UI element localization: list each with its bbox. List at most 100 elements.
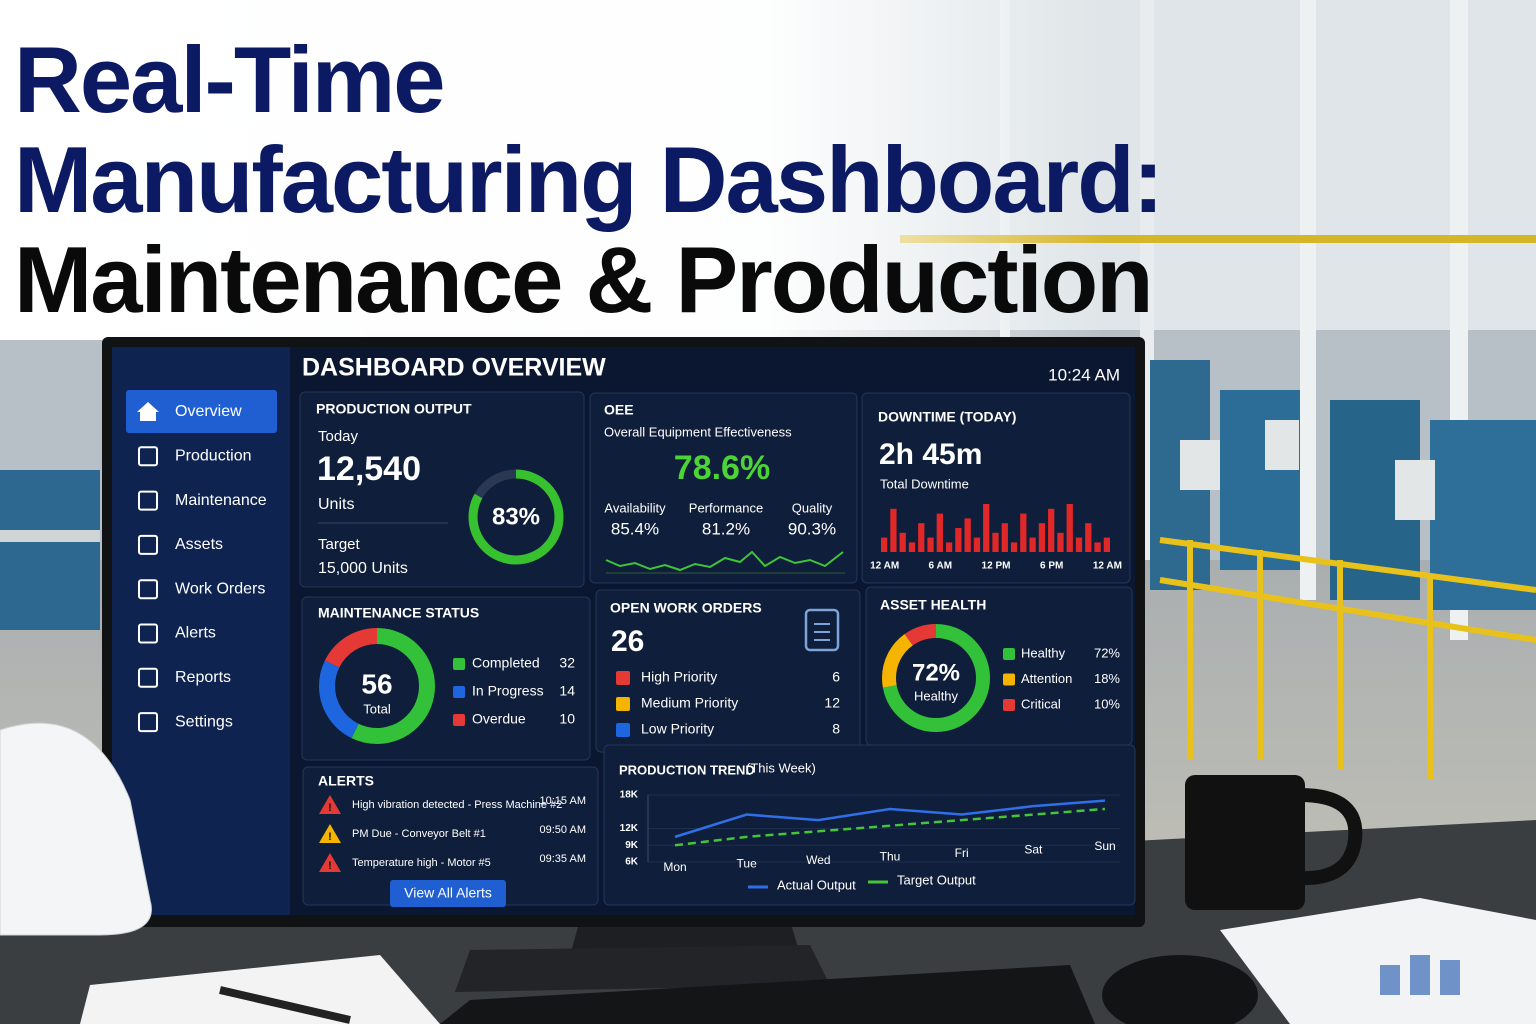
- donut-total: 56: [361, 668, 392, 699]
- donut-segment: [319, 628, 435, 744]
- bar: [890, 508, 897, 552]
- bar: [1048, 508, 1055, 552]
- donut-segment: [319, 628, 435, 744]
- nav-item[interactable]: Production: [175, 448, 252, 465]
- bar: [1085, 523, 1092, 552]
- bar: [1010, 542, 1018, 552]
- card: [589, 392, 858, 584]
- bar: [1075, 537, 1083, 552]
- label: Target: [318, 536, 361, 553]
- priority-label: Low Priority: [641, 721, 714, 737]
- label: Total Downtime: [880, 476, 969, 491]
- bar: [899, 532, 906, 552]
- bar: [992, 532, 999, 552]
- alert-text: PM Due - Conveyor Belt #1: [352, 828, 486, 840]
- alert-icon-mark: !: [328, 831, 332, 843]
- legend-label: Completed: [472, 655, 540, 671]
- bar: [973, 537, 981, 552]
- priority-label: Medium Priority: [641, 695, 738, 711]
- pen: [219, 986, 351, 1024]
- label: Availability: [604, 500, 666, 515]
- bar: [936, 513, 943, 552]
- x-tick-label: Tue: [737, 857, 758, 871]
- bar: [1094, 542, 1101, 552]
- nav-item[interactable]: Reports: [175, 669, 231, 686]
- nav-item[interactable]: Assets: [175, 536, 223, 553]
- bar: [1029, 537, 1036, 552]
- card-title: ASSET HEALTH: [880, 597, 986, 613]
- priority-value: 8: [832, 721, 840, 737]
- legend-swatch: [616, 671, 630, 685]
- donut-segment: [468, 469, 564, 565]
- x-tick-label: 12 AM: [870, 561, 899, 572]
- bar: [1038, 523, 1046, 552]
- legend-swatch: [453, 714, 465, 726]
- nav-icon: [138, 534, 158, 555]
- nav-item[interactable]: Work Orders: [175, 580, 265, 597]
- legend-value: 10%: [1094, 696, 1120, 711]
- alert-text: High vibration detected - Press Machine …: [352, 799, 562, 811]
- x-tick-label: Mon: [663, 860, 686, 874]
- card-title: PRODUCTION OUTPUT: [316, 401, 472, 417]
- alert-icon: [319, 795, 341, 814]
- legend-swatch: [1003, 648, 1015, 660]
- label: Units: [318, 496, 354, 513]
- alert-time: 09:35 AM: [540, 853, 586, 865]
- nav-icon: [138, 446, 158, 467]
- legend-value: 32: [559, 655, 575, 671]
- nav-icon: [138, 667, 158, 688]
- series-line: [674, 799, 1106, 839]
- donut-segment: [882, 624, 990, 732]
- x-tick-label: Sun: [1094, 839, 1115, 853]
- card-title: DOWNTIME (TODAY): [878, 409, 1016, 425]
- legend-swatch: [1003, 699, 1015, 711]
- nav-item[interactable]: Overview: [175, 403, 242, 420]
- y-tick-label: 18K: [620, 790, 639, 801]
- nav-item[interactable]: Alerts: [175, 625, 216, 642]
- sparkline: [605, 550, 844, 572]
- headline: Manufacturing Dashboard:: [14, 127, 1162, 232]
- legend-value: 18%: [1094, 671, 1120, 686]
- bar: [1057, 532, 1064, 552]
- headline: Maintenance & Production: [14, 227, 1152, 332]
- x-tick-label: Wed: [806, 853, 830, 867]
- nav-icon: [138, 579, 158, 600]
- keyboard: [440, 965, 1095, 1024]
- mug: [1185, 775, 1305, 910]
- sidebar: [112, 347, 290, 915]
- x-tick-label: Fri: [955, 846, 969, 860]
- bar: [927, 537, 934, 552]
- legend-swatch: [1003, 673, 1015, 686]
- alert-time: 10:15 AM: [540, 795, 586, 807]
- label: 81.2%: [702, 519, 750, 538]
- legend-label: Attention: [1021, 671, 1072, 686]
- legend-label: Target Output: [897, 872, 976, 887]
- x-tick-label: Thu: [880, 850, 901, 864]
- bar: [1103, 537, 1110, 552]
- legend-value: 14: [559, 683, 575, 699]
- paper-chart: [1410, 955, 1430, 995]
- nav-item[interactable]: Maintenance: [175, 492, 267, 509]
- alert-time: 09:50 AM: [540, 824, 586, 836]
- alert-icon: [319, 853, 341, 872]
- alert-text: Temperature high - Motor #5: [352, 857, 491, 869]
- x-tick-label: 6 AM: [929, 561, 953, 572]
- bar: [1001, 523, 1008, 552]
- notebook: [80, 955, 440, 1024]
- mouse: [1102, 955, 1258, 1024]
- legend-label: Actual Output: [777, 877, 856, 892]
- legend-swatch: [616, 723, 630, 737]
- label: Overall Equipment Effectiveness: [604, 424, 792, 439]
- button[interactable]: [390, 880, 506, 907]
- y-tick-label: 6K: [625, 857, 639, 868]
- alert-icon-mark: !: [328, 860, 332, 872]
- button-label[interactable]: View All Alerts: [404, 885, 492, 901]
- kpi-value: 2h 45m: [879, 438, 982, 471]
- nav-item[interactable]: Settings: [175, 713, 233, 730]
- x-tick-label: 6 PM: [1040, 561, 1063, 572]
- bar: [955, 528, 962, 552]
- label: 15,000 Units: [318, 560, 408, 577]
- card: [301, 596, 591, 761]
